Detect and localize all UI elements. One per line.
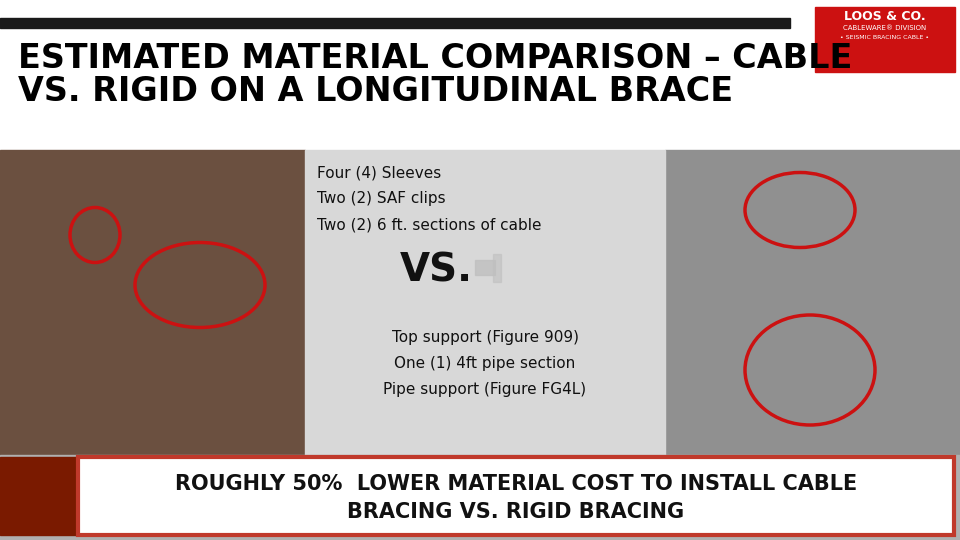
Bar (0, 457, 78, 535)
Text: ROUGHLY 50%  LOWER MATERIAL COST TO INSTALL CABLE: ROUGHLY 50% LOWER MATERIAL COST TO INSTA… (175, 474, 857, 494)
Text: Top support (Figure 909): Top support (Figure 909) (392, 330, 579, 345)
Text: VS. RIGID ON A LONGITUDINAL BRACE: VS. RIGID ON A LONGITUDINAL BRACE (18, 75, 733, 108)
Bar (665, 150, 960, 455)
Bar (475, 260, 495, 275)
Text: ESTIMATED MATERIAL COMPARISON – CABLE: ESTIMATED MATERIAL COMPARISON – CABLE (18, 42, 852, 75)
Bar (493, 254, 501, 282)
Bar (815, 7, 955, 72)
Bar (0, 455, 960, 540)
Text: • SEISMIC BRACING CABLE •: • SEISMIC BRACING CABLE • (840, 35, 929, 40)
Text: Two (2) 6 ft. sections of cable: Two (2) 6 ft. sections of cable (317, 217, 541, 232)
Bar (0, 18, 790, 28)
Text: Two (2) SAF clips: Two (2) SAF clips (317, 191, 445, 206)
Bar (800, 0, 960, 80)
Text: VS.: VS. (400, 251, 473, 289)
Text: One (1) 4ft pipe section: One (1) 4ft pipe section (395, 356, 576, 371)
Text: Pipe support (Figure FG4L): Pipe support (Figure FG4L) (383, 382, 587, 397)
Text: BRACING VS. RIGID BRACING: BRACING VS. RIGID BRACING (348, 502, 684, 522)
FancyBboxPatch shape (78, 457, 954, 535)
Text: Four (4) Sleeves: Four (4) Sleeves (317, 165, 442, 180)
Bar (0, 150, 305, 455)
Text: LOOS & CO.: LOOS & CO. (844, 10, 925, 23)
Text: CABLEWARE® DIVISION: CABLEWARE® DIVISION (844, 25, 926, 31)
Bar (305, 150, 665, 455)
